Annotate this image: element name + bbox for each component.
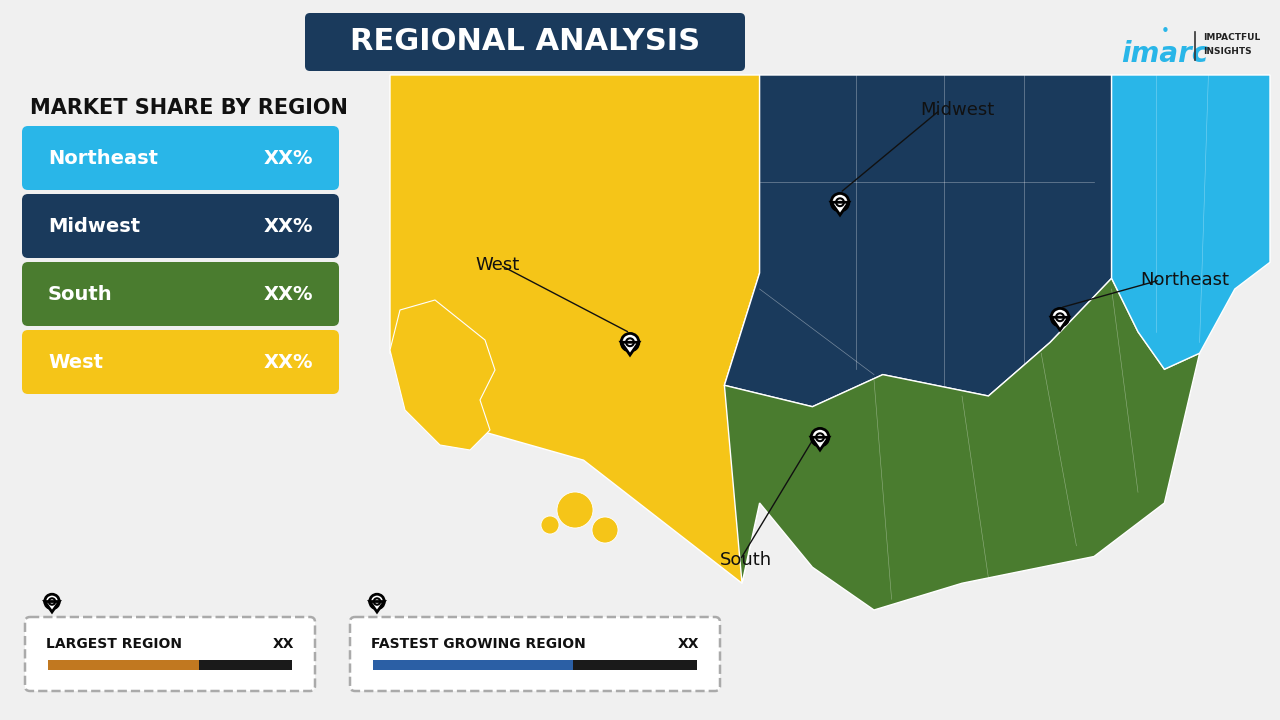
Text: INSIGHTS: INSIGHTS — [1203, 47, 1252, 55]
Text: XX%: XX% — [264, 217, 314, 235]
Polygon shape — [724, 75, 1111, 407]
FancyBboxPatch shape — [22, 330, 339, 394]
Text: XX: XX — [677, 637, 699, 651]
Bar — [372, 660, 573, 670]
FancyBboxPatch shape — [349, 617, 719, 691]
Text: imarc: imarc — [1121, 40, 1208, 68]
Text: XX: XX — [273, 637, 294, 651]
Circle shape — [1051, 308, 1069, 326]
Text: XX%: XX% — [264, 148, 314, 168]
Text: West: West — [49, 353, 102, 372]
Text: XX%: XX% — [264, 284, 314, 304]
Text: Northeast: Northeast — [1140, 271, 1229, 289]
Circle shape — [621, 333, 639, 351]
Text: MARKET SHARE BY REGION: MARKET SHARE BY REGION — [29, 98, 348, 118]
Polygon shape — [1111, 75, 1270, 369]
Bar — [198, 660, 292, 670]
Circle shape — [45, 594, 59, 609]
Polygon shape — [831, 202, 849, 215]
FancyBboxPatch shape — [22, 194, 339, 258]
Bar — [49, 660, 198, 670]
Circle shape — [591, 517, 618, 543]
FancyBboxPatch shape — [305, 13, 745, 71]
Text: South: South — [719, 551, 772, 569]
Text: REGIONAL ANALYSIS: REGIONAL ANALYSIS — [349, 27, 700, 56]
Text: Midwest: Midwest — [49, 217, 140, 235]
Bar — [573, 660, 698, 670]
Text: FASTEST GROWING REGION: FASTEST GROWING REGION — [371, 637, 586, 651]
Polygon shape — [390, 75, 759, 583]
Polygon shape — [370, 601, 384, 612]
Polygon shape — [812, 437, 829, 450]
Text: XX%: XX% — [264, 353, 314, 372]
FancyBboxPatch shape — [22, 126, 339, 190]
Text: •: • — [1161, 24, 1170, 39]
Text: West: West — [476, 256, 520, 274]
Polygon shape — [45, 601, 59, 612]
Circle shape — [831, 194, 849, 211]
Polygon shape — [621, 342, 639, 355]
Polygon shape — [1051, 318, 1069, 330]
Text: IMPACTFUL: IMPACTFUL — [1203, 34, 1261, 42]
Polygon shape — [390, 300, 495, 450]
Text: South: South — [49, 284, 113, 304]
Text: LARGEST REGION: LARGEST REGION — [46, 637, 182, 651]
Circle shape — [541, 516, 559, 534]
FancyBboxPatch shape — [26, 617, 315, 691]
Circle shape — [812, 428, 829, 446]
FancyBboxPatch shape — [22, 262, 339, 326]
Circle shape — [370, 594, 384, 609]
Text: Midwest: Midwest — [920, 101, 995, 119]
Text: Northeast: Northeast — [49, 148, 157, 168]
Polygon shape — [724, 279, 1199, 610]
Circle shape — [557, 492, 593, 528]
